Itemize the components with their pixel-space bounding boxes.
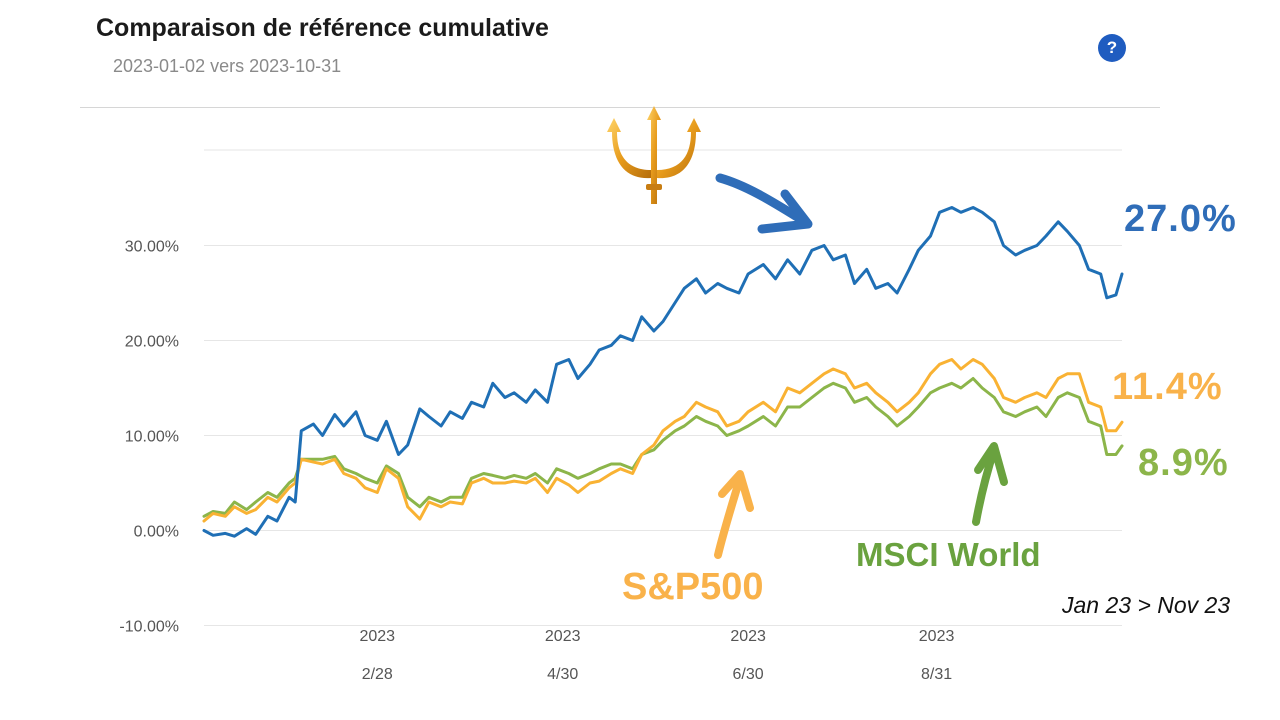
x-tick-label: 8/31 [921,666,952,683]
orange-series-line [202,358,1124,523]
arrow-up-icon [714,470,754,559]
axis-layer: 30.00% 20.00% 10.00% 0.00% -10.00% 2023 2/28 20… [119,239,954,684]
arrow-down-right-icon [715,173,813,234]
date-range-note: Jan 23 > Nov 23 [1062,592,1231,618]
y-tick-label: -10.00% [119,619,179,636]
y-tick-label: 0.00% [134,524,179,541]
blue-series-final-value: 27.0% [1124,198,1237,240]
y-tick-label: 30.00% [125,239,179,256]
sp500-label: S&P500 [622,566,764,608]
arrow-up-icon [972,442,1008,526]
x-tick-year-label: 2023 [730,628,766,645]
x-tick-year-label: 2023 [359,628,395,645]
chart-date-range-subtitle: 2023-01-02 vers 2023-10-31 [113,56,342,76]
question-circle-icon[interactable]: ? [1098,34,1126,62]
x-tick-label: 2/28 [362,666,393,683]
x-tick-label: 6/30 [733,666,764,683]
annotation-layer [607,106,1008,559]
grid-layer [204,149,1122,626]
chart-title: Comparaison de référence cumulative [96,14,549,42]
x-tick-label: 4/30 [547,666,578,683]
trident-icon [607,106,701,204]
y-tick-label: 10.00% [125,429,179,446]
blue-series-line [202,206,1124,538]
header-divider [80,107,1160,108]
green-series-line [202,377,1124,518]
x-tick-year-label: 2023 [919,628,955,645]
green-series-final-value: 8.9% [1138,442,1229,484]
y-tick-label: 20.00% [125,334,179,351]
series-layer [202,206,1124,538]
x-tick-year-label: 2023 [545,628,581,645]
msci-world-label: MSCI World [856,536,1041,573]
orange-series-final-value: 11.4% [1112,366,1223,408]
